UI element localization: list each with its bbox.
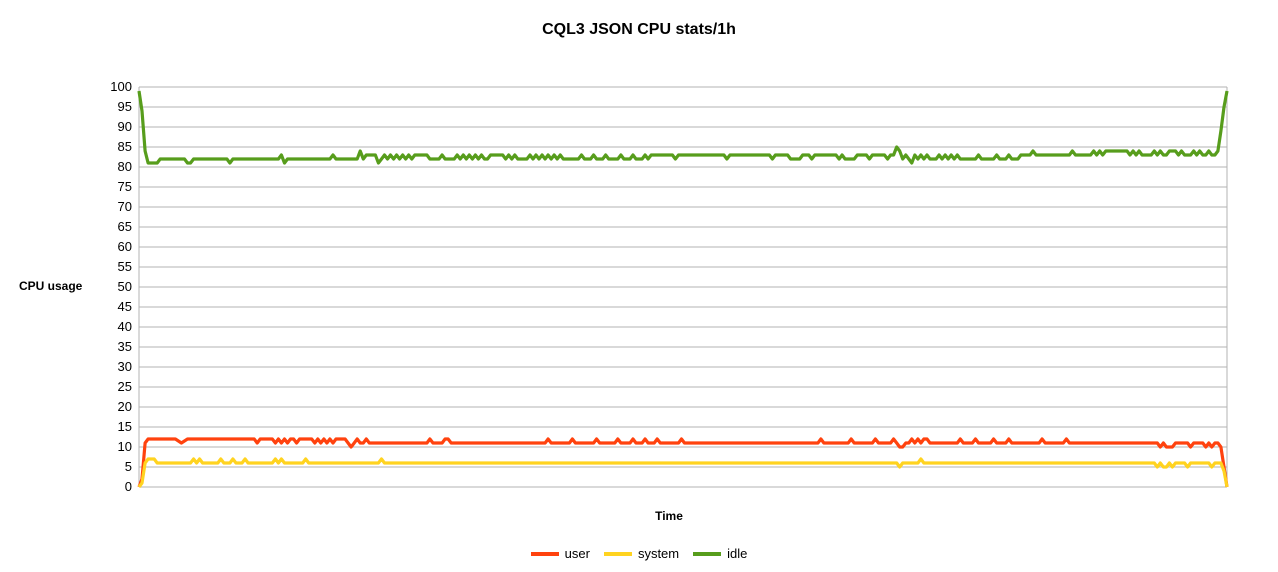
- y-tick-label: 5: [125, 459, 132, 474]
- y-tick-label: 40: [118, 319, 132, 334]
- x-axis-label: Time: [655, 509, 683, 523]
- legend-item-user: user: [530, 546, 590, 561]
- y-tick-label: 35: [118, 339, 132, 354]
- y-tick-label: 80: [118, 159, 132, 174]
- series-lines: [137, 90, 1229, 488]
- y-tick-label: 90: [118, 119, 132, 134]
- series-line-system: [137, 457, 1229, 488]
- y-tick-label: 95: [118, 99, 132, 114]
- y-tick-label: 50: [118, 279, 132, 294]
- legend-swatch: [530, 551, 559, 556]
- y-tick-labels: 0 5 10 15 20 25 30 35 40 45 50 55 60 65 70 75 80 85 90 95 10…: [110, 79, 132, 494]
- series-line-user: [137, 437, 1229, 488]
- grid-lines: [138, 86, 1228, 488]
- y-tick-label: 75: [118, 179, 132, 194]
- y-axis-label: CPU usage: [19, 279, 83, 293]
- y-tick-label: 10: [118, 439, 132, 454]
- y-tick-label: 70: [118, 199, 132, 214]
- legend-swatch: [603, 551, 632, 556]
- legend-item-idle: idle: [693, 546, 747, 561]
- y-tick-label: 65: [118, 219, 132, 234]
- y-tick-label: 100: [110, 79, 132, 94]
- y-tick-label: 30: [118, 359, 132, 374]
- legend-item-system: system: [603, 546, 680, 561]
- chart-title: CQL3 JSON CPU stats/1h: [542, 21, 736, 38]
- y-tick-label: 55: [118, 259, 132, 274]
- legend-swatch: [693, 551, 722, 556]
- legend-label: idle: [727, 546, 748, 561]
- y-tick-label: 15: [118, 419, 132, 434]
- legend: user system idle: [0, 546, 1278, 561]
- legend-label: user: [564, 546, 590, 561]
- y-tick-label: 45: [118, 299, 132, 314]
- y-tick-label: 85: [118, 139, 132, 154]
- y-tick-label: 20: [118, 399, 132, 414]
- y-tick-label: 60: [118, 239, 132, 254]
- legend-label: system: [637, 546, 680, 561]
- y-tick-label: 25: [118, 379, 132, 394]
- series-line-idle: [137, 90, 1229, 165]
- y-tick-label: 0: [125, 479, 132, 494]
